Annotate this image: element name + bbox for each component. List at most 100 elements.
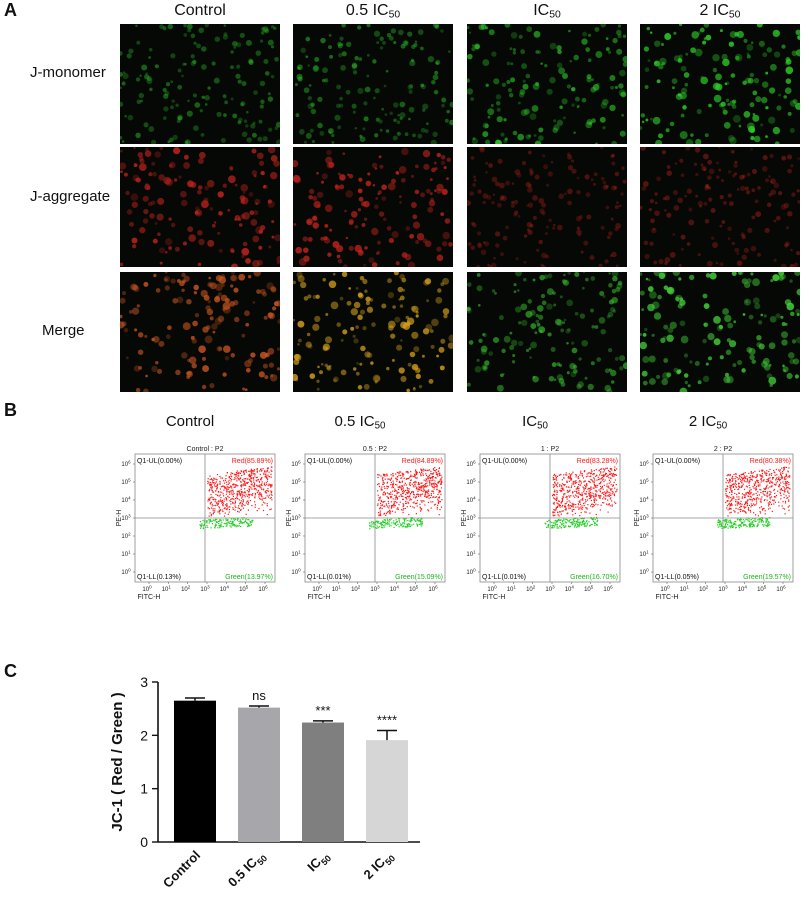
y-tick-label: 100 xyxy=(639,568,649,577)
x-tick-label: 100 xyxy=(312,585,322,594)
x-tick-label: 106 xyxy=(603,585,613,594)
y-tick-label: 104 xyxy=(466,496,476,505)
column-header-2: IC50 xyxy=(533,2,561,21)
flow-plot-1: 0.5 : P2 Q1-UL(0.00%) Red(84.89%) Q1-LL(0.0… xyxy=(285,440,455,608)
x-tick-label: 104 xyxy=(738,585,748,594)
y-tick-label: 101 xyxy=(291,550,301,559)
column-header-0: Control xyxy=(174,2,226,19)
y-tick-label: 104 xyxy=(291,496,301,505)
significance-label: **** xyxy=(377,713,397,728)
y-tick-label: 106 xyxy=(121,460,131,469)
micrograph-merge-2 xyxy=(467,272,627,392)
x-tick-label: 101 xyxy=(162,585,172,594)
x-tick-label: 103 xyxy=(370,585,380,594)
quadrant-green-label: Green(13.97%) xyxy=(225,574,273,581)
y-tick-label: 106 xyxy=(639,460,649,469)
y-tick-label: 101 xyxy=(466,550,476,559)
micrograph-j-aggregate-0 xyxy=(120,147,280,267)
x-tick-label: 101 xyxy=(680,585,690,594)
quadrant-red-label: Red(85.89%) xyxy=(232,458,273,465)
category-label: 0.5 IC50 xyxy=(225,848,269,892)
x-tick-label: 104 xyxy=(565,585,575,594)
row-label-j-aggregate: J-aggregate xyxy=(30,188,111,205)
bar-3 xyxy=(366,740,408,842)
x-tick-label: 104 xyxy=(390,585,400,594)
y-tick-label: 100 xyxy=(121,568,131,577)
flow-plot-title: Control : P2 xyxy=(187,446,224,453)
y-tick-label: 100 xyxy=(291,568,301,577)
x-tick-label: 103 xyxy=(718,585,728,594)
bar-2 xyxy=(302,722,344,842)
quadrant-ll-label: Q1-LL(0.05%) xyxy=(655,574,699,581)
y-tick-label: 102 xyxy=(466,532,476,541)
category-label: IC50 xyxy=(304,848,333,877)
quadrant-red-label: Red(80.38%) xyxy=(750,458,791,465)
jc1-bar-chart: 0 1 2 3 JC-1 ( Red / Green ) Control ns 0.5 IC5… xyxy=(40,670,420,892)
significance-label: *** xyxy=(315,703,330,718)
micrograph-j-aggregate-2 xyxy=(467,147,627,267)
x-tick-label: 102 xyxy=(699,585,709,594)
flow-plot-title: 0.5 : P2 xyxy=(363,446,387,453)
micrograph-merge-1 xyxy=(293,272,453,392)
x-tick-label: 103 xyxy=(545,585,555,594)
x-tick-label: 102 xyxy=(526,585,536,594)
y-tick-label: 105 xyxy=(639,478,649,487)
quadrant-ll-label: Q1-LL(0.01%) xyxy=(307,574,351,581)
quadrant-green-label: Green(19.57%) xyxy=(743,574,791,581)
y-tick-label: 2 xyxy=(140,727,148,743)
category-label: 2 IC50 xyxy=(361,848,398,885)
flow-plot-0: Control : P2 Q1-UL(0.00%) Red(85.89%) Q1-LL… xyxy=(115,440,285,608)
flow-plot-title: 2 : P2 xyxy=(714,446,732,453)
x-axis-title: FITC-H xyxy=(656,594,679,601)
x-axis-title: FITC-H xyxy=(138,594,161,601)
y-tick-label: 101 xyxy=(639,550,649,559)
y-tick-label: 106 xyxy=(466,460,476,469)
y-axis-label: JC-1 ( Red / Green ) xyxy=(109,692,126,831)
y-tick-label: 105 xyxy=(121,478,131,487)
row-label-merge: Merge xyxy=(42,322,85,339)
y-tick-label: 101 xyxy=(121,550,131,559)
x-tick-label: 101 xyxy=(332,585,342,594)
y-axis-title: PE-H xyxy=(286,510,293,527)
y-tick-label: 1 xyxy=(140,781,148,797)
flow-column-header-0: Control xyxy=(165,413,215,430)
x-tick-label: 105 xyxy=(757,585,767,594)
x-tick-label: 105 xyxy=(584,585,594,594)
quadrant-ul-label: Q1-UL(0.00%) xyxy=(482,458,527,465)
quadrant-ul-label: Q1-UL(0.00%) xyxy=(307,458,352,465)
x-tick-label: 104 xyxy=(220,585,230,594)
column-header-3: 2 IC50 xyxy=(699,2,741,21)
panel-b-letter: B xyxy=(4,400,17,420)
micrograph-merge-3 xyxy=(640,272,800,392)
x-tick-label: 100 xyxy=(487,585,497,594)
y-tick-label: 100 xyxy=(466,568,476,577)
panel-a-letter: A xyxy=(4,0,17,20)
y-tick-label: 104 xyxy=(639,496,649,505)
x-tick-label: 106 xyxy=(428,585,438,594)
quadrant-red-label: Red(83.28%) xyxy=(577,458,618,465)
y-tick-label: 105 xyxy=(291,478,301,487)
y-tick-label: 102 xyxy=(639,532,649,541)
x-axis-title: FITC-H xyxy=(483,594,506,601)
micrograph-j-monomer-3 xyxy=(640,24,800,144)
category-label: Control xyxy=(160,848,203,891)
micrograph-j-aggregate-1 xyxy=(293,147,453,267)
quadrant-green-label: Green(15.09%) xyxy=(395,574,443,581)
x-tick-label: 106 xyxy=(776,585,786,594)
flow-plot-title: 1 : P2 xyxy=(541,446,559,453)
bar-0 xyxy=(174,700,216,842)
y-tick-label: 3 xyxy=(140,674,148,690)
y-tick-label: 102 xyxy=(291,532,301,541)
y-tick-label: 103 xyxy=(466,514,476,523)
significance-label: ns xyxy=(252,688,266,703)
flow-column-header-3: 2 IC50 xyxy=(688,413,728,432)
quadrant-ul-label: Q1-UL(0.00%) xyxy=(137,458,182,465)
x-axis-title: FITC-H xyxy=(308,594,331,601)
micrograph-j-monomer-1 xyxy=(293,24,453,144)
micrograph-merge-0 xyxy=(120,272,280,392)
x-tick-label: 103 xyxy=(200,585,210,594)
x-tick-label: 100 xyxy=(142,585,152,594)
x-tick-label: 105 xyxy=(239,585,249,594)
y-tick-label: 103 xyxy=(291,514,301,523)
quadrant-ul-label: Q1-UL(0.00%) xyxy=(655,458,700,465)
